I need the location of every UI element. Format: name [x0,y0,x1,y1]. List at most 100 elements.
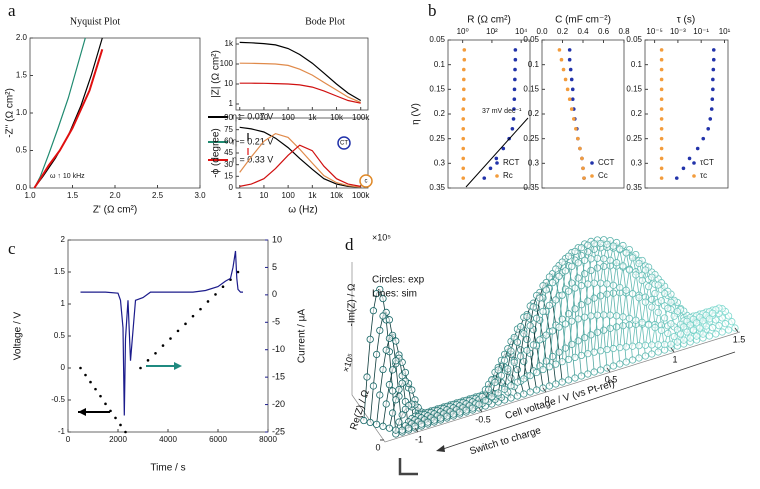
data-point [461,146,466,151]
exp-circle [724,326,733,334]
exp-circle [475,400,483,408]
x-tick-label: 10² [486,27,498,36]
y2-axis-label: Current / μA [297,309,308,363]
data-line [239,62,361,103]
x-tick [478,407,483,413]
y-tick-label: 0.3 [434,158,446,167]
exp-circle [635,259,643,268]
exp-circle [558,358,566,366]
y-tick-label: 0 [61,363,66,372]
exp-circle [577,244,586,252]
data-point [206,300,210,303]
exp-circle [654,308,662,316]
exp-circle [574,259,582,267]
exp-circle [548,327,557,335]
exp-circle [616,344,624,352]
exp-circle [609,344,618,353]
y-tick-label: 0.05 [523,35,539,44]
x-tick-label: 100 [281,191,295,200]
exp-circle [593,254,602,262]
data-point [706,127,711,131]
exp-circle [660,289,669,298]
exp-circle [545,273,554,281]
data-point [461,87,466,92]
exp-circle [584,241,592,249]
exp-circle [555,272,563,280]
panel-title: R (Ω cm²) [467,15,511,26]
y-tick-label: 0.15 [429,84,445,93]
exp-circle [692,332,701,340]
y-tick-label: 0.05 [626,35,642,44]
legend-marker [590,174,594,178]
exp-circle [388,409,397,417]
exp-circle [411,422,419,430]
exp-circle [574,315,582,323]
exp-circle [641,266,650,274]
y2-tick-label: 5 [272,262,277,272]
exp-circle [609,281,618,289]
exp-circle [513,378,522,386]
exp-circle [676,330,685,338]
data-line [239,126,361,188]
annotation: CT [340,141,348,147]
annotation: Circles: exp [372,275,425,286]
exp-circle [376,326,384,335]
x-tick-label: 6000 [209,435,227,444]
data-point [561,67,566,72]
exp-circle [513,392,522,400]
exp-circle [635,342,643,350]
x-tick-label: 0.0 [536,27,548,36]
exp-circle [494,389,502,397]
panel-d-decor [351,236,741,443]
exp-circle [664,304,672,312]
exp-circle [587,312,595,320]
data-point [559,57,564,62]
exp-circle [638,318,646,326]
exp-circle [596,239,605,248]
data-point [710,97,715,101]
x-tick-label: 0.2 [557,27,569,36]
exp-circle [622,286,630,294]
data-point [701,136,706,141]
y-tick-label: 0.25 [429,134,445,143]
y-tick-label: 0.15 [523,84,539,93]
data-point [565,87,570,92]
exp-circle [673,338,682,346]
data-point [659,146,664,151]
y-tick-label: 0.35 [626,183,642,192]
arrow-head [78,408,86,416]
exp-circle [600,326,608,334]
data-point [567,57,572,62]
data-point [512,107,516,111]
y-tick-label: 0.2 [528,109,540,118]
x-tick-label: 0.8 [618,27,630,36]
y-axis-label: |Z| (Ω cm²) [211,50,222,98]
exp-circle [622,358,630,366]
exp-circle [456,408,464,416]
exp-circle [654,348,662,356]
y-tick-label: 1 [229,99,234,108]
y-tick-label: 0.0 [16,183,28,192]
exp-circle [619,313,627,321]
legend-label: η = 0.07 V [232,111,273,121]
data-point [104,402,107,406]
exp-circle [596,347,605,355]
exp-circle [590,279,598,287]
exp-circle [536,294,544,302]
exp-circle [564,310,573,318]
data-point [461,136,466,141]
exp-circle [507,394,515,402]
y-tick-label: 0.35 [429,183,445,192]
exp-circle [392,337,400,345]
y-axis-label: -ϕ (degree) [211,128,222,178]
exp-circle [392,357,400,365]
data-point [659,136,664,141]
data-line [33,49,104,189]
y-tick-label: -1 [58,427,66,436]
data-point [570,87,575,92]
hook-arrow [398,458,418,476]
plot-frame [67,239,269,433]
exp-circle [363,373,371,381]
exp-circle [424,418,432,426]
plot-frame [29,37,201,189]
